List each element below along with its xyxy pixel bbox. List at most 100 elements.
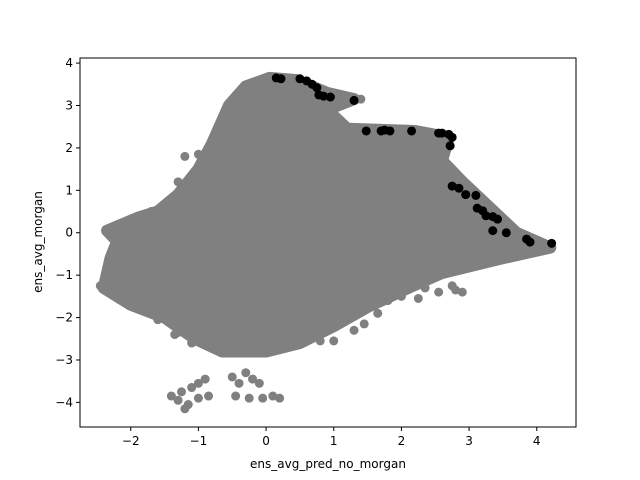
y-tick-label: 0: [65, 226, 73, 240]
y-tick-label: −3: [55, 353, 73, 367]
scatter-point: [447, 166, 457, 176]
scatter-point: [484, 249, 494, 259]
scatter-point: [166, 313, 176, 323]
scatter-point: [281, 342, 291, 352]
scatter-point: [241, 368, 251, 378]
x-tick-label: 3: [465, 434, 473, 448]
scatter-point: [417, 162, 427, 172]
scatter-point: [396, 187, 406, 197]
highlight-point: [547, 238, 557, 248]
scatter-point: [133, 257, 143, 267]
highlight-point: [447, 132, 457, 142]
highlight-point: [312, 83, 322, 93]
scatter-point: [383, 296, 393, 306]
scatter-point: [302, 94, 312, 104]
highlight-point: [295, 74, 305, 84]
y-tick-label: −2: [55, 311, 73, 325]
scatter-point: [200, 270, 210, 280]
scatter-point: [241, 347, 251, 357]
scatter-point: [193, 378, 203, 388]
scatter-point: [112, 226, 122, 236]
scatter-point: [234, 378, 244, 388]
scatter-point: [177, 387, 187, 397]
axes-frame: [79, 57, 577, 428]
scatter-point: [396, 291, 406, 301]
highlight-point: [319, 91, 329, 101]
scatter-point: [180, 151, 190, 161]
scatter-point: [457, 255, 467, 265]
scatter-point: [258, 393, 268, 403]
y-axis-ticks: −4 −3 −2 −1 0 1 2 3 4: [55, 56, 80, 409]
scatter-point: [383, 215, 393, 225]
scatter-point: [160, 240, 170, 250]
highlight-point: [361, 126, 371, 136]
highlight-point: [447, 181, 457, 191]
background-series: [95, 71, 557, 414]
y-tick-label: −1: [55, 268, 73, 282]
highlight-point: [461, 190, 471, 200]
highlight-point: [276, 74, 286, 84]
x-tick-label: 4: [533, 434, 541, 448]
x-tick-label: −1: [190, 434, 208, 448]
y-axis-label: ens_avg_morgan: [31, 191, 45, 293]
scatter-point: [444, 262, 454, 272]
highlight-point: [493, 214, 503, 224]
scatter-point: [457, 287, 467, 297]
scatter-point: [518, 247, 528, 257]
scatter-point: [224, 101, 234, 111]
scatter-point: [281, 249, 291, 259]
scatter-point: [133, 296, 143, 306]
scatter-point: [200, 374, 210, 384]
plot-area: [95, 71, 557, 414]
highlight-point: [325, 92, 335, 102]
scatter-point: [390, 145, 400, 155]
highlight-point: [454, 183, 464, 193]
scatter-point: [234, 88, 244, 98]
scatter-point: [193, 393, 203, 403]
scatter-point: [204, 391, 214, 401]
scatter-point: [295, 143, 305, 153]
scatter-point: [227, 372, 237, 382]
highlight-series: [271, 73, 557, 248]
scatter-point: [349, 325, 359, 335]
scatter-point: [187, 338, 197, 348]
scatter-point: [234, 308, 244, 318]
scatter-point: [342, 240, 352, 250]
highlight-point: [525, 237, 535, 247]
y-tick-label: −4: [55, 395, 73, 409]
scatter-point: [420, 283, 430, 293]
scatter-point: [146, 207, 156, 217]
scatter-point: [423, 198, 433, 208]
x-axis-ticks: −2 −1 0 1 2 3 4: [122, 427, 541, 448]
highlight-point: [385, 126, 395, 136]
scatter-point: [342, 94, 352, 104]
scatter-point: [369, 274, 379, 284]
y-tick-label: 1: [65, 183, 73, 197]
scatter-point: [329, 336, 339, 346]
scatter-point: [275, 393, 285, 403]
highlight-point: [471, 190, 481, 200]
scatter-point: [207, 319, 217, 329]
scatter-point: [241, 109, 251, 119]
scatter-point: [329, 160, 339, 170]
scatter-point: [396, 279, 406, 289]
scatter-point: [95, 281, 105, 291]
x-tick-label: 0: [262, 434, 270, 448]
highlight-point: [488, 226, 498, 236]
scatter-point: [356, 94, 366, 104]
scatter-point: [173, 177, 183, 187]
scatter-point: [200, 168, 210, 178]
highlight-point: [407, 126, 417, 136]
scatter-point: [539, 243, 549, 253]
scatter-point: [153, 315, 163, 325]
scatter-point: [254, 378, 264, 388]
scatter-point: [359, 319, 369, 329]
scatter-point: [180, 404, 190, 414]
scatter-point: [173, 395, 183, 405]
x-tick-label: −2: [122, 434, 140, 448]
scatter-point: [413, 293, 423, 303]
scatter-point: [268, 391, 278, 401]
scatter-point: [447, 281, 457, 291]
scatter-point: [373, 308, 383, 318]
